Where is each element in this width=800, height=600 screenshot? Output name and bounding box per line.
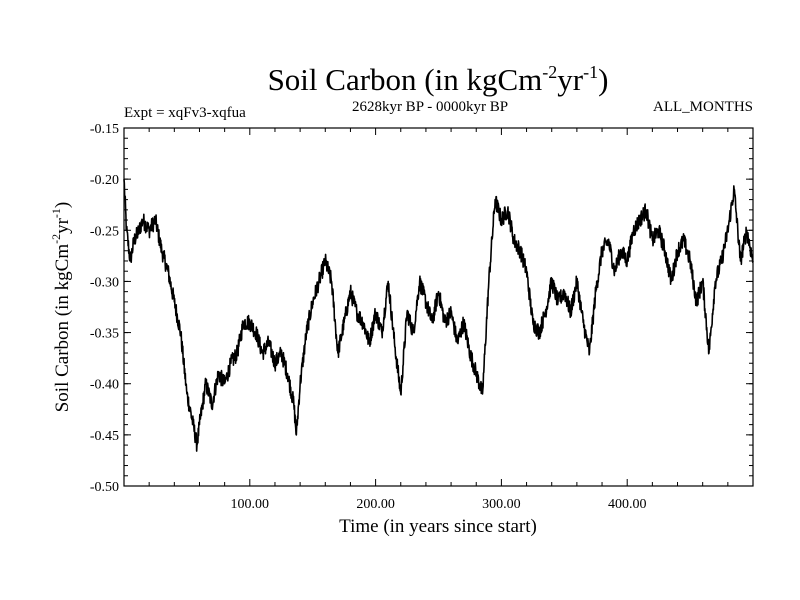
x-axis-label: Time (in years since start)	[339, 516, 537, 537]
months-caption: ALL_MONTHS	[653, 99, 753, 115]
y-tick-label: -0.20	[90, 173, 119, 188]
y-tick-label: -0.35	[90, 327, 119, 342]
y-axis-label: Soil Carbon (in kgCm-2yr-1)	[49, 202, 73, 413]
series-group	[123, 179, 754, 452]
y-tick-label: -0.45	[90, 429, 119, 444]
period-caption: 2628kyr BP - 0000kyr BP	[352, 99, 508, 115]
y-tick-label: -0.40	[90, 378, 119, 393]
chart-title: Soil Carbon (in kgCm-2yr-1)	[268, 62, 609, 97]
y-tick-label: -0.15	[90, 122, 119, 137]
y-tick-label: -0.30	[90, 275, 119, 290]
y-tick-label: -0.25	[90, 224, 119, 239]
x-tick-label: 300.00	[482, 497, 521, 512]
axis-ticks: -0.15 -0.20 -0.25 -0.30 -0.35 -0.40 -0.45 -0.50…	[90, 122, 753, 512]
x-tick-label: 200.00	[356, 497, 395, 512]
y-tick-label: -0.50	[90, 480, 119, 495]
x-tick-label: 400.00	[608, 497, 647, 512]
series-line	[123, 179, 754, 452]
experiment-caption: Expt = xqFv3-xqfua	[124, 105, 246, 121]
plot-frame	[123, 127, 754, 487]
x-tick-label: 100.00	[231, 497, 270, 512]
